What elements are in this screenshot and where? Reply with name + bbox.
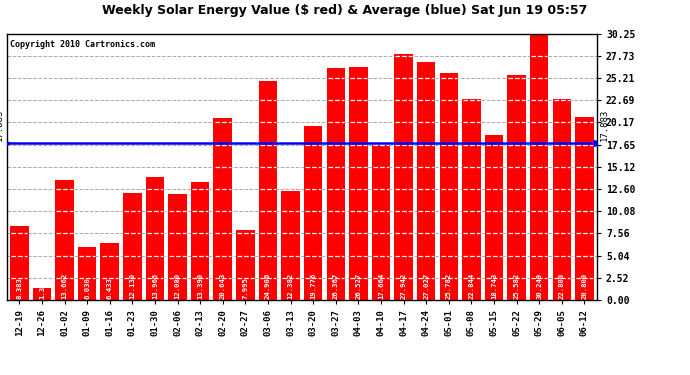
Text: 12.080: 12.080 <box>175 272 181 298</box>
Bar <box>530 34 549 300</box>
Text: 20.800: 20.800 <box>582 272 587 298</box>
Text: 30.249: 30.249 <box>536 272 542 298</box>
Text: 26.367: 26.367 <box>333 272 339 298</box>
Bar <box>553 99 571 300</box>
Bar <box>236 230 255 300</box>
Text: 27.942: 27.942 <box>401 272 406 298</box>
Bar <box>213 118 232 300</box>
Bar <box>326 68 345 300</box>
Text: 27.027: 27.027 <box>423 272 429 298</box>
Text: 6.433: 6.433 <box>107 277 112 298</box>
Text: 13.390: 13.390 <box>197 272 203 298</box>
Bar <box>440 73 458 300</box>
Text: 12.130: 12.130 <box>129 272 135 298</box>
Text: 8.383: 8.383 <box>17 277 22 298</box>
Bar <box>10 226 28 300</box>
Bar <box>101 243 119 300</box>
Bar <box>417 62 435 300</box>
Text: 26.527: 26.527 <box>355 272 362 298</box>
Bar <box>485 135 503 300</box>
Text: 13.662: 13.662 <box>61 272 68 298</box>
Text: 12.382: 12.382 <box>288 272 293 298</box>
Bar <box>372 144 391 300</box>
Text: 25.782: 25.782 <box>446 272 452 298</box>
Text: 7.995: 7.995 <box>242 277 248 298</box>
Bar <box>349 66 368 300</box>
Bar <box>282 191 300 300</box>
Bar <box>462 99 481 300</box>
Bar <box>507 75 526 300</box>
Bar <box>78 247 97 300</box>
Text: Weekly Solar Energy Value ($ red) & Average (blue) Sat Jun 19 05:57: Weekly Solar Energy Value ($ red) & Aver… <box>102 4 588 17</box>
Bar <box>191 182 210 300</box>
Bar <box>259 81 277 300</box>
Text: Copyright 2010 Cartronics.com: Copyright 2010 Cartronics.com <box>10 40 155 50</box>
Bar <box>123 193 141 300</box>
Bar <box>146 177 164 300</box>
Text: 6.030: 6.030 <box>84 277 90 298</box>
Bar <box>168 194 187 300</box>
Bar <box>304 126 322 300</box>
Text: 13.965: 13.965 <box>152 272 158 298</box>
Text: 1.364: 1.364 <box>39 277 45 298</box>
Text: 17.883: 17.883 <box>0 109 3 141</box>
Bar <box>32 288 51 300</box>
Text: 22.844: 22.844 <box>469 272 475 298</box>
Text: 19.776: 19.776 <box>310 272 316 298</box>
Text: 25.582: 25.582 <box>513 272 520 298</box>
Bar <box>575 117 593 300</box>
Text: 22.800: 22.800 <box>559 272 565 298</box>
Text: 24.906: 24.906 <box>265 272 271 298</box>
Text: 20.643: 20.643 <box>219 272 226 298</box>
Text: 18.743: 18.743 <box>491 272 497 298</box>
Text: 17.664: 17.664 <box>378 272 384 298</box>
Text: 17.883: 17.883 <box>600 109 609 141</box>
Bar <box>394 54 413 300</box>
Bar <box>55 180 74 300</box>
